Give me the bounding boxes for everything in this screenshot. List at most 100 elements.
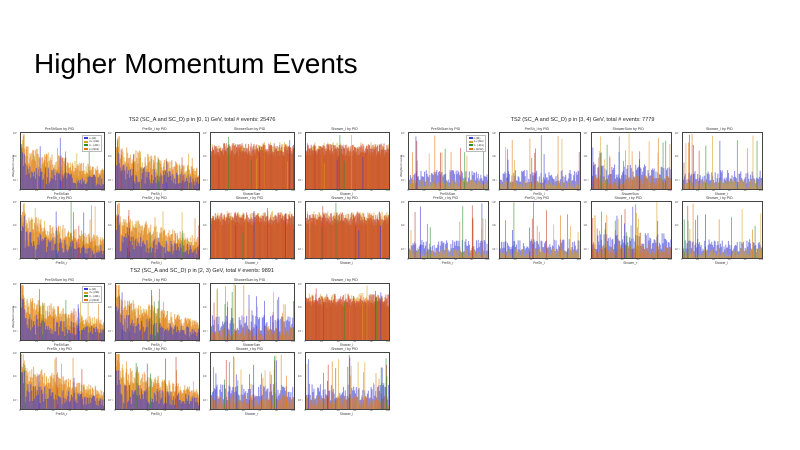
y-axis-label: Weighted counts: [399, 154, 403, 177]
histogram-bar: [364, 216, 366, 258]
histogram-bar: [251, 219, 253, 258]
histogram-bar: [216, 216, 218, 258]
y-axis-label: Weighted counts: [11, 305, 15, 328]
histogram-bar: [67, 251, 69, 258]
histogram-bar: [93, 235, 95, 258]
histogram-bar: [366, 149, 368, 189]
legend-label: p (2212): [89, 147, 100, 151]
histogram-bar: [265, 216, 267, 258]
histogram-bar: [67, 173, 69, 189]
histogram-bar: [44, 322, 46, 340]
histogram-bar: [56, 228, 58, 258]
histogram-bar: [739, 182, 741, 189]
histogram-bar: [745, 173, 747, 189]
histogram-bar: [36, 225, 38, 258]
histogram-bar: [433, 245, 435, 258]
histogram-bar: [232, 334, 234, 340]
x-tick-label: 20: [320, 257, 324, 261]
histogram-bar: [724, 253, 726, 258]
histogram-bar: [727, 256, 729, 258]
histogram-bar: [245, 143, 247, 189]
histogram-bar: [418, 187, 420, 189]
histogram-bar: [634, 164, 636, 189]
histogram-bar: [719, 170, 721, 189]
x-tick-label: 80: [743, 188, 747, 192]
histogram-bar: [609, 252, 611, 258]
legend-swatch: [84, 291, 89, 294]
plot-area: [681, 201, 763, 259]
histogram-bar: [654, 253, 656, 258]
histogram-bar: [460, 254, 463, 258]
panel-title: PreSh_r by PID: [47, 196, 72, 200]
x-tick-label: 60: [727, 188, 731, 192]
histogram-bar: [32, 229, 34, 258]
histogram-bar: [157, 308, 159, 340]
histogram-bar: [702, 248, 704, 258]
histogram-spike: [181, 157, 183, 189]
x-tick-label: 80: [179, 257, 183, 261]
histogram-bar: [73, 231, 75, 258]
histogram-bar: [615, 251, 617, 258]
histogram-bar: [138, 323, 140, 340]
histogram-bar: [710, 251, 712, 258]
x-tick-label: 60: [163, 188, 167, 192]
histogram-spike: [512, 230, 514, 258]
histogram-bar: [574, 171, 576, 189]
histogram-bar: [510, 254, 512, 258]
histogram-bar: [163, 247, 165, 258]
panel: Shower_r by PID 10³ 10¹ 10⁻¹ 0 20 40 60 80 100 Sho…: [583, 196, 674, 265]
histogram-spike: [655, 202, 657, 258]
y-tick-label: 10⁻¹: [674, 178, 680, 182]
histogram-bar: [733, 250, 735, 258]
histogram-bar: [80, 164, 82, 189]
histogram-bar: [219, 148, 221, 189]
histogram-bar: [758, 176, 760, 189]
histogram-bar: [68, 330, 71, 340]
histogram-bar: [565, 250, 567, 258]
histogram-bar: [446, 181, 448, 189]
histogram-bar: [122, 165, 124, 189]
histogram-bar: [575, 182, 577, 189]
histogram-bar: [435, 186, 437, 189]
histogram-bar: [177, 318, 179, 340]
histogram-bar: [569, 170, 571, 189]
panel-title: ShowerSum by PID: [612, 127, 644, 131]
histogram-bar: [697, 254, 699, 258]
histogram-bar: [134, 183, 136, 189]
histogram-bar: [525, 254, 527, 258]
histogram-bar: [380, 143, 382, 189]
y-tick-label: 10⁻¹: [203, 247, 209, 251]
histogram-bar: [596, 235, 598, 258]
histogram-bar: [475, 256, 477, 258]
histogram-bar: [615, 235, 617, 258]
histogram-bar: [275, 215, 277, 258]
histogram-bar: [215, 218, 217, 258]
histogram-bar: [516, 249, 519, 258]
histogram-bar: [222, 219, 225, 258]
histogram-svg: [21, 285, 104, 340]
x-tick-label: 100: [290, 339, 296, 343]
x-axis-label: ShowerSum: [242, 191, 261, 196]
histogram-bar: [101, 332, 103, 340]
panel: Shower_l by PID 10³ 10¹ 10⁻¹ 0 20 40 60 80 100 Sho…: [297, 127, 392, 196]
histogram-bar: [96, 183, 98, 189]
histogram-bar: [238, 144, 240, 189]
histogram-bar: [625, 168, 627, 189]
histogram-bar: [253, 144, 255, 189]
histogram-bar: [747, 242, 749, 258]
histogram-bar: [278, 151, 280, 189]
histogram-bar: [465, 171, 467, 189]
histogram-bar: [228, 329, 230, 340]
x-tick-label: 80: [743, 257, 747, 261]
histogram-bar: [443, 250, 445, 258]
x-tick-label: 0: [498, 188, 500, 192]
histogram-bar: [414, 179, 416, 189]
histogram-bar: [602, 245, 604, 258]
histogram-bar: [661, 252, 664, 258]
legend-swatch: [84, 137, 89, 140]
legend-label: π- (-211): [473, 143, 484, 147]
histogram-bar: [417, 249, 419, 258]
y-tick-label: 10¹: [13, 224, 17, 228]
histogram-bar: [258, 332, 261, 340]
histogram-bar: [436, 251, 438, 258]
